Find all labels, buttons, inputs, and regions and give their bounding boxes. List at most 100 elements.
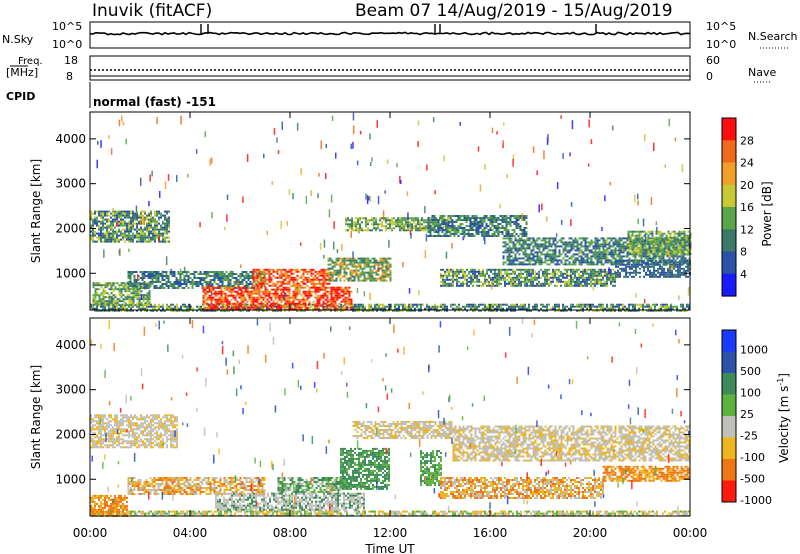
heatmap-cell xyxy=(501,219,504,221)
heatmap-cell xyxy=(399,217,401,220)
heatmap-cell xyxy=(284,302,287,305)
heatmap-cell xyxy=(342,304,345,307)
heatmap-cell xyxy=(146,218,148,221)
heatmap-cell xyxy=(407,229,409,232)
heatmap-cell xyxy=(546,255,549,258)
heatmap-cell xyxy=(458,307,460,310)
heatmap-cell xyxy=(314,288,317,291)
heatmap-cell xyxy=(478,284,480,287)
heatmap-cell xyxy=(278,294,281,297)
heatmap-cell xyxy=(159,275,162,277)
heatmap-cell xyxy=(94,212,96,215)
heatmap-cell xyxy=(181,271,184,273)
heatmap-cell xyxy=(345,257,348,260)
heatmap-cell xyxy=(272,294,275,297)
heatmap-cell xyxy=(344,290,347,293)
heatmap-cell xyxy=(318,280,321,283)
heatmap-cell xyxy=(134,288,137,291)
heatmap-cell xyxy=(296,306,299,309)
heatmap-cell xyxy=(284,286,287,289)
heatmap-cell xyxy=(542,237,545,240)
heatmap-cell xyxy=(126,216,128,219)
heatmap-cell xyxy=(247,285,250,287)
heatmap-cell xyxy=(457,229,460,231)
heatmap-cell xyxy=(106,226,108,229)
heatmap-cell xyxy=(162,232,164,235)
heatmap-cell xyxy=(474,305,476,308)
heatmap-cell xyxy=(140,236,142,239)
heatmap-cell xyxy=(630,303,632,306)
heatmap-cell xyxy=(497,217,500,219)
heatmap-cell xyxy=(179,277,182,279)
heatmap-cell xyxy=(596,305,598,308)
heatmap-cell xyxy=(590,241,593,244)
heatmap-cell xyxy=(98,236,100,239)
heatmap-cell xyxy=(136,234,138,237)
heatmap-cell xyxy=(329,275,332,278)
heatmap-cell xyxy=(330,296,333,299)
heatmap-cell xyxy=(90,234,92,237)
heatmap-cell xyxy=(166,232,168,235)
heatmap-cell xyxy=(149,273,152,275)
heatmap-cell xyxy=(487,219,490,221)
heatmap-cell xyxy=(612,284,614,287)
heatmap-cell xyxy=(222,302,225,305)
heatmap-cell xyxy=(264,268,267,271)
heatmap-cell xyxy=(423,219,425,222)
heatmap-cell xyxy=(462,274,464,277)
heatmap-cell xyxy=(636,309,638,312)
heatmap-cell xyxy=(270,296,273,299)
heatmap-cell xyxy=(441,217,444,219)
heatmap-cell xyxy=(260,284,263,287)
heatmap-cell xyxy=(508,282,510,285)
heatmap-cell xyxy=(564,261,567,264)
heatmap-cell xyxy=(353,279,356,282)
heatmap-cell xyxy=(241,273,244,275)
heatmap-cell xyxy=(306,276,309,279)
heatmap-cell xyxy=(388,303,390,306)
heatmap-cell xyxy=(467,231,470,233)
heatmap-cell xyxy=(304,268,307,271)
heatmap-cell xyxy=(158,303,160,306)
heatmap-cell xyxy=(574,245,577,248)
heatmap-cell xyxy=(333,269,336,272)
heatmap-cell xyxy=(572,280,574,283)
heatmap-cell xyxy=(286,300,289,303)
heatmap-cell xyxy=(550,257,553,260)
heatmap-cell xyxy=(550,255,553,258)
heatmap-cell xyxy=(518,276,520,279)
heatmap-cell xyxy=(118,304,121,307)
heatmap-cell xyxy=(92,304,95,307)
heatmap-cell xyxy=(138,228,140,231)
heatmap-cell xyxy=(590,272,592,275)
heatmap-cell xyxy=(536,282,538,285)
heatmap-cell xyxy=(122,228,124,231)
heatmap-cell xyxy=(446,284,448,287)
heatmap-cell xyxy=(353,265,356,268)
heatmap-cell xyxy=(126,222,128,225)
heatmap-cell xyxy=(552,276,554,279)
heatmap-cell xyxy=(496,272,498,275)
heatmap-cell xyxy=(604,307,606,310)
heatmap-cell xyxy=(272,270,275,273)
heatmap-cell xyxy=(389,269,392,272)
heatmap-cell xyxy=(447,217,449,220)
heatmap-cell xyxy=(278,274,281,277)
heatmap-cell xyxy=(126,226,128,229)
heatmap-cell xyxy=(340,294,343,297)
heatmap-cell xyxy=(108,303,110,306)
heatmap-cell xyxy=(344,306,347,309)
heatmap-cell xyxy=(181,273,184,275)
heatmap-cell xyxy=(102,240,104,243)
heatmap-cell xyxy=(628,303,630,306)
heatmap-cell xyxy=(254,306,257,309)
heatmap-cell xyxy=(90,305,92,308)
heatmap-cell xyxy=(168,236,170,239)
heatmap-cell xyxy=(292,298,295,301)
heatmap-cell xyxy=(468,303,470,306)
heatmap-cell xyxy=(560,278,562,281)
heatmap-cell xyxy=(122,284,125,287)
heatmap-cell xyxy=(446,278,448,281)
heatmap-cell xyxy=(144,238,146,241)
heatmap-cell xyxy=(168,230,170,233)
